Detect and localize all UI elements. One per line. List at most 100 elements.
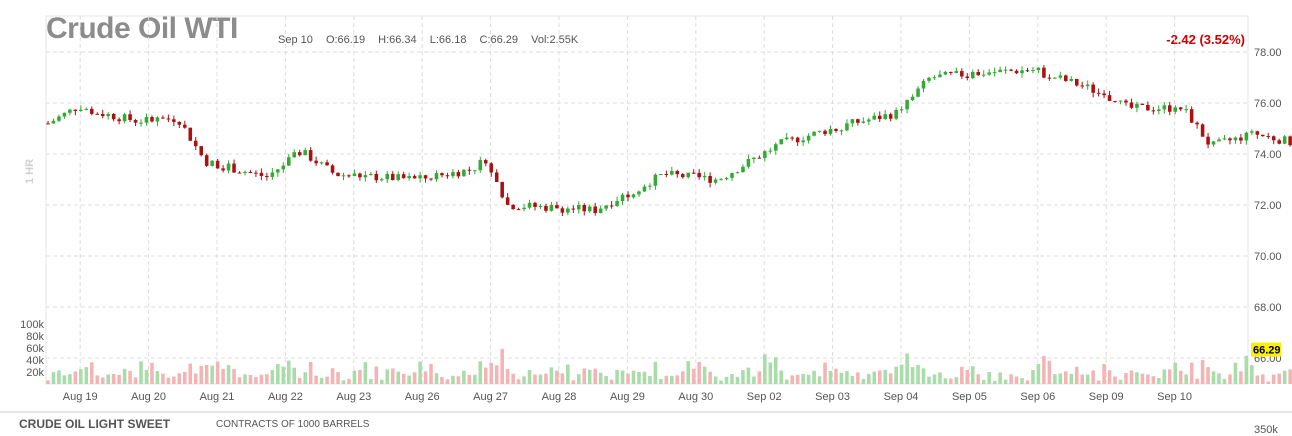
candle-body bbox=[401, 174, 406, 179]
volume-bar bbox=[221, 368, 225, 384]
candle-body bbox=[1135, 103, 1139, 108]
volume-bar bbox=[467, 374, 472, 384]
volume-bar bbox=[1233, 362, 1238, 384]
candle-body bbox=[1047, 77, 1052, 79]
candle-body bbox=[117, 119, 121, 122]
candle-body bbox=[286, 157, 291, 166]
candle-body bbox=[73, 109, 78, 111]
candle-body bbox=[631, 194, 636, 198]
volume-bar bbox=[883, 369, 887, 384]
y-tick-label: 74.00 bbox=[1254, 149, 1282, 161]
candle-body bbox=[259, 172, 264, 176]
candle-body bbox=[396, 174, 400, 180]
candle-body bbox=[489, 163, 494, 173]
candle-body bbox=[1189, 109, 1194, 123]
candle-body bbox=[730, 172, 734, 178]
volume-bar bbox=[1250, 365, 1254, 384]
candle-body bbox=[642, 186, 647, 192]
candle-body bbox=[741, 166, 745, 173]
candle-body bbox=[724, 177, 729, 180]
volume-bar bbox=[265, 374, 269, 384]
candle-body bbox=[637, 191, 641, 195]
volume-bar bbox=[1064, 371, 1068, 384]
volume-bar bbox=[549, 367, 554, 384]
candle-body bbox=[560, 208, 565, 213]
volume-bar bbox=[730, 374, 734, 384]
volume-bar bbox=[1200, 359, 1205, 384]
candle-body bbox=[894, 109, 898, 119]
volume-bar bbox=[806, 374, 811, 384]
volume-bar bbox=[861, 378, 866, 384]
volume-bar bbox=[494, 365, 499, 384]
x-tick-label: Aug 23 bbox=[336, 391, 371, 403]
volume-tick-label: 80k bbox=[26, 331, 44, 343]
volume-bar bbox=[358, 369, 362, 384]
candle-body bbox=[1233, 137, 1238, 141]
candle-body bbox=[1107, 95, 1112, 101]
readout-date: Sep 10 bbox=[278, 34, 313, 46]
candle-body bbox=[1217, 139, 1221, 142]
volume-bar bbox=[577, 374, 581, 384]
candle-body bbox=[341, 175, 346, 177]
volume-bar bbox=[538, 374, 543, 384]
x-tick-label: Aug 27 bbox=[473, 391, 508, 403]
volume-bar bbox=[899, 364, 904, 384]
candle-body bbox=[429, 178, 433, 180]
volume-bar bbox=[691, 368, 696, 384]
volume-bar bbox=[921, 368, 926, 384]
candle-body bbox=[276, 169, 280, 173]
candle-body bbox=[850, 119, 855, 124]
volume-bar bbox=[943, 378, 948, 384]
volume-bar bbox=[172, 376, 176, 384]
volume-bar bbox=[199, 365, 203, 384]
volume-bar bbox=[374, 366, 379, 384]
candle-body bbox=[779, 139, 784, 145]
volume-bar bbox=[555, 370, 559, 384]
volume-bar bbox=[412, 372, 417, 384]
volume-bar bbox=[210, 365, 214, 384]
candle-body bbox=[680, 174, 685, 178]
candle-body bbox=[1124, 100, 1128, 103]
x-tick-label: Sep 02 bbox=[747, 391, 782, 403]
volume-bar bbox=[1184, 374, 1188, 384]
candle-body bbox=[358, 173, 362, 178]
volume-bar bbox=[1277, 373, 1281, 384]
candle-body bbox=[215, 160, 220, 169]
candle-body bbox=[95, 113, 100, 115]
contract-label: CONTRACTS OF 1000 BARRELS bbox=[216, 419, 370, 430]
volume-bar bbox=[1228, 374, 1232, 384]
volume-bar bbox=[133, 377, 138, 384]
volume-bar bbox=[1042, 355, 1046, 384]
candle-body bbox=[89, 108, 94, 114]
candle-body bbox=[1031, 70, 1035, 72]
candle-body bbox=[1173, 107, 1178, 112]
volume-bar bbox=[319, 377, 324, 384]
volume-bar bbox=[763, 354, 767, 384]
volume-bar bbox=[1124, 372, 1128, 384]
candle-body bbox=[1211, 141, 1216, 145]
volume-bar bbox=[1031, 370, 1035, 384]
candle-body bbox=[1036, 67, 1041, 71]
volume-bar bbox=[741, 370, 745, 384]
volume-bar bbox=[856, 372, 860, 384]
volume-bar bbox=[735, 376, 740, 384]
y-tick-label: 78.00 bbox=[1254, 47, 1282, 59]
candle-body bbox=[1102, 93, 1106, 96]
candle-body bbox=[1020, 70, 1024, 74]
x-tick-label: Sep 10 bbox=[1157, 391, 1192, 403]
volume-bar bbox=[790, 375, 794, 384]
candle-body bbox=[1096, 92, 1101, 94]
volume-bar bbox=[724, 376, 729, 384]
candle-body bbox=[1255, 131, 1260, 135]
candle-body bbox=[1085, 84, 1090, 87]
candle-body bbox=[1129, 102, 1134, 108]
volume-bar bbox=[746, 367, 751, 384]
x-tick-label: Sep 04 bbox=[884, 391, 919, 403]
volume-bar bbox=[817, 376, 822, 384]
candle-body bbox=[910, 96, 915, 101]
candle-body bbox=[828, 128, 833, 135]
candle-body bbox=[1058, 75, 1063, 78]
volume-bar bbox=[401, 373, 406, 384]
candle-body bbox=[1239, 137, 1243, 141]
